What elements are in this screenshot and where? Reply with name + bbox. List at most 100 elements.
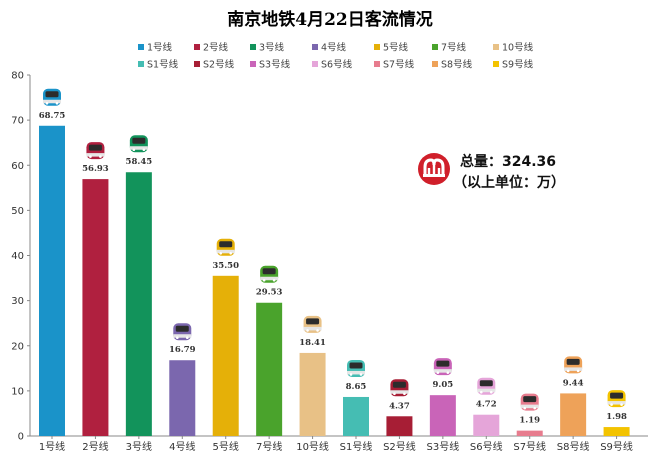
bar-group: 68.75 1号线 — [39, 88, 65, 453]
chart-title: 南京地铁4月22日客流情况 — [227, 9, 433, 30]
bars: 68.75 1号线 56.93 2号线 58.45 3号线 16.79 4号线 35.50 5号线… — [39, 88, 633, 453]
train-icon — [86, 142, 105, 160]
legend-label: S8号线 — [441, 59, 473, 71]
x-tick-label: S6号线 — [470, 440, 503, 453]
legend-item: S1号线 — [138, 59, 179, 71]
train-icon — [564, 356, 583, 374]
legend-swatch — [432, 44, 438, 50]
x-tick-label: 3号线 — [126, 440, 152, 453]
legend-item: 3号线 — [250, 42, 285, 54]
bar — [256, 302, 283, 436]
bar-group: 29.53 7号线 — [256, 265, 283, 453]
legend-item: 5号线 — [374, 42, 409, 54]
x-tick-label: 7号线 — [256, 440, 282, 453]
bar-group: 16.79 4号线 — [169, 323, 196, 453]
bar-group: 18.41 10号线 — [296, 315, 329, 453]
bar-value-label: 4.72 — [476, 400, 497, 410]
bar — [603, 427, 630, 436]
x-tick-label: 4号线 — [169, 440, 195, 453]
legend-item: 2号线 — [194, 42, 229, 54]
x-tick-label: S8号线 — [557, 440, 590, 453]
train-icon — [607, 390, 626, 408]
y-tick-label: 0 — [18, 432, 24, 443]
legend-item: 7号线 — [432, 42, 467, 54]
bar-group: 9.44 S8号线 — [557, 356, 590, 453]
x-tick-label: 10号线 — [296, 440, 329, 453]
y-tick-label: 20 — [11, 341, 24, 352]
train-icon — [520, 393, 539, 411]
bar-value-label: 16.79 — [169, 345, 196, 355]
legend: 1号线 2号线 3号线 4号线 5号线 7号线 10号线 S1号线 S2号线 S3号线 S6号线 S7… — [138, 42, 534, 71]
legend-label: 2号线 — [203, 42, 229, 54]
bar-value-label: 9.44 — [563, 378, 584, 388]
bar-group: 58.45 3号线 — [125, 135, 153, 453]
x-tick-label: 1号线 — [39, 440, 65, 453]
legend-item: 4号线 — [312, 42, 347, 54]
bar — [473, 414, 500, 436]
bar — [82, 179, 109, 436]
bar-group: 1.98 S9号线 — [600, 390, 633, 453]
train-icon — [303, 315, 322, 333]
legend-swatch — [194, 61, 200, 67]
total-value: 总量：324.36 — [460, 153, 556, 170]
legend-item: 1号线 — [138, 42, 173, 54]
bar-group: 8.65 S1号线 — [340, 359, 372, 453]
bar-value-label: 1.98 — [606, 412, 627, 422]
bar — [560, 393, 587, 436]
legend-label: 1号线 — [147, 42, 173, 54]
legend-swatch — [138, 44, 144, 50]
bar-value-label: 58.45 — [126, 157, 153, 167]
legend-label: S1号线 — [147, 59, 179, 71]
y-tick-label: 60 — [11, 161, 24, 172]
bar-group: 9.05 S3号线 — [426, 358, 459, 453]
bar-value-label: 18.41 — [299, 338, 326, 348]
x-tick-label: 5号线 — [213, 440, 239, 453]
bar-group: 56.93 2号线 — [82, 142, 109, 453]
x-tick-label: S2号线 — [383, 440, 416, 453]
bar-group: 35.50 5号线 — [212, 238, 239, 453]
bar — [169, 360, 196, 436]
bar — [516, 430, 543, 436]
metro-logo-icon — [418, 153, 450, 185]
bar-value-label: 56.93 — [82, 164, 109, 174]
bar-group: 4.72 S6号线 — [470, 377, 503, 453]
x-tick-label: 2号线 — [82, 440, 108, 453]
legend-swatch — [250, 44, 256, 50]
legend-swatch — [312, 61, 318, 67]
train-icon — [216, 238, 235, 256]
bar — [212, 275, 239, 436]
bar-value-label: 9.05 — [433, 380, 454, 390]
legend-swatch — [374, 44, 380, 50]
bar — [39, 125, 65, 436]
train-icon — [347, 359, 365, 377]
train-icon — [173, 323, 192, 341]
legend-item: S2号线 — [194, 59, 235, 71]
bar-value-label: 8.65 — [346, 382, 367, 392]
train-icon — [390, 379, 409, 397]
legend-swatch — [138, 61, 144, 67]
y-tick-label: 30 — [11, 296, 24, 307]
legend-item: S7号线 — [374, 59, 415, 71]
unit-note: （以上单位：万） — [453, 174, 565, 191]
y-tick-label: 80 — [11, 71, 24, 82]
legend-swatch — [250, 61, 256, 67]
legend-label: S9号线 — [502, 59, 534, 71]
legend-label: S2号线 — [203, 59, 235, 71]
train-icon — [477, 377, 496, 395]
bar-group: 4.37 S2号线 — [383, 379, 416, 453]
legend-item: 10号线 — [493, 42, 534, 54]
train-icon — [129, 135, 148, 153]
total-annotation: 总量：324.36 （以上单位：万） — [418, 153, 565, 191]
legend-item: S8号线 — [432, 59, 473, 71]
legend-swatch — [374, 61, 380, 67]
bar — [299, 352, 326, 436]
legend-item: S3号线 — [250, 59, 291, 71]
y-tick-label: 40 — [11, 251, 24, 262]
legend-item: S9号线 — [493, 59, 534, 71]
x-tick-label: S7号线 — [513, 440, 546, 453]
legend-swatch — [432, 61, 438, 67]
legend-swatch — [194, 44, 200, 50]
bar-value-label: 29.53 — [256, 288, 283, 298]
bar — [125, 172, 152, 436]
